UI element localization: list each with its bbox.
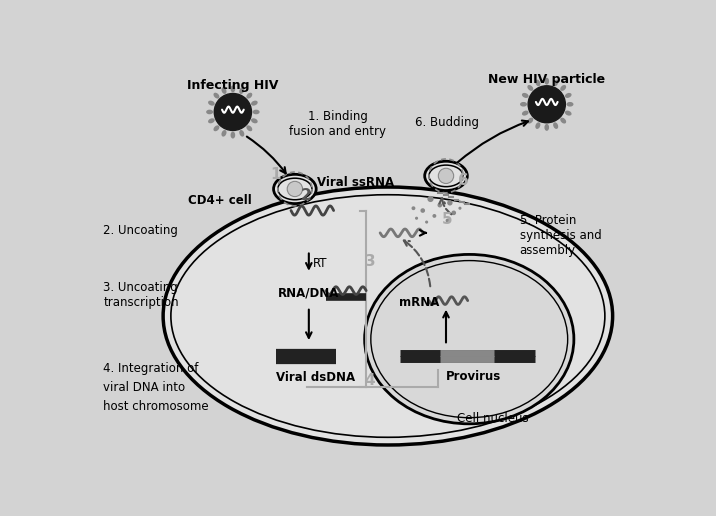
Ellipse shape — [425, 161, 468, 190]
Circle shape — [448, 200, 453, 205]
Circle shape — [445, 219, 450, 222]
Ellipse shape — [246, 125, 252, 131]
Text: 1: 1 — [270, 167, 281, 182]
Text: RT: RT — [313, 257, 327, 270]
Ellipse shape — [208, 101, 215, 106]
Circle shape — [451, 211, 456, 215]
Ellipse shape — [520, 102, 527, 107]
Text: 2. Uncoating: 2. Uncoating — [103, 223, 178, 237]
Text: Cell nucleus: Cell nucleus — [457, 412, 528, 425]
Ellipse shape — [221, 130, 226, 137]
Text: Viral dsDNA: Viral dsDNA — [276, 370, 354, 384]
Text: 5. Protein
synthesis and
assembly: 5. Protein synthesis and assembly — [520, 214, 601, 257]
Ellipse shape — [239, 130, 244, 137]
Circle shape — [437, 203, 442, 207]
Text: 3: 3 — [364, 254, 375, 269]
Text: 2: 2 — [301, 188, 312, 203]
Ellipse shape — [528, 85, 533, 91]
Text: Infecting HIV: Infecting HIV — [187, 79, 279, 92]
Ellipse shape — [274, 174, 316, 204]
Circle shape — [415, 217, 418, 220]
Text: 3. Uncoating
transcription: 3. Uncoating transcription — [103, 281, 179, 310]
Text: CD4+ cell: CD4+ cell — [188, 194, 252, 207]
Ellipse shape — [231, 132, 235, 138]
Ellipse shape — [208, 118, 215, 123]
Circle shape — [425, 220, 428, 223]
Circle shape — [287, 181, 303, 197]
Text: 4: 4 — [364, 373, 375, 389]
Ellipse shape — [221, 87, 226, 94]
Ellipse shape — [231, 86, 235, 92]
Ellipse shape — [553, 122, 558, 129]
Ellipse shape — [560, 85, 566, 91]
Ellipse shape — [536, 122, 541, 129]
Circle shape — [528, 86, 566, 123]
Ellipse shape — [251, 101, 258, 106]
Ellipse shape — [213, 93, 219, 99]
Ellipse shape — [528, 118, 533, 123]
Text: RNA/DNA: RNA/DNA — [278, 286, 339, 299]
Circle shape — [412, 206, 415, 210]
Ellipse shape — [566, 102, 574, 107]
Text: 6: 6 — [458, 173, 469, 188]
Text: 4. Integration of
viral DNA into
host chromosome: 4. Integration of viral DNA into host ch… — [103, 362, 209, 413]
Text: 1. Binding
fusion and entry: 1. Binding fusion and entry — [289, 110, 386, 138]
Ellipse shape — [253, 110, 260, 114]
Ellipse shape — [565, 93, 571, 98]
Ellipse shape — [163, 187, 613, 445]
Ellipse shape — [246, 93, 252, 99]
Ellipse shape — [536, 79, 541, 86]
Ellipse shape — [239, 87, 244, 94]
Circle shape — [427, 196, 434, 202]
Ellipse shape — [251, 118, 258, 123]
Circle shape — [214, 93, 251, 131]
Circle shape — [420, 208, 425, 213]
Ellipse shape — [544, 78, 549, 85]
Text: mRNA: mRNA — [400, 296, 440, 310]
Ellipse shape — [560, 118, 566, 123]
Text: Provirus: Provirus — [445, 370, 500, 383]
Ellipse shape — [522, 93, 528, 98]
Ellipse shape — [544, 124, 549, 131]
Ellipse shape — [364, 254, 574, 424]
Circle shape — [432, 214, 436, 218]
Text: 6. Budding: 6. Budding — [415, 116, 479, 129]
Ellipse shape — [553, 79, 558, 86]
Circle shape — [438, 168, 454, 184]
Ellipse shape — [565, 110, 571, 116]
Ellipse shape — [206, 110, 213, 114]
Circle shape — [458, 207, 462, 210]
Text: 5: 5 — [442, 212, 453, 227]
Text: Viral ssRNA: Viral ssRNA — [316, 176, 394, 189]
Ellipse shape — [213, 125, 219, 131]
Text: New HIV particle: New HIV particle — [488, 73, 605, 86]
Ellipse shape — [522, 110, 528, 116]
